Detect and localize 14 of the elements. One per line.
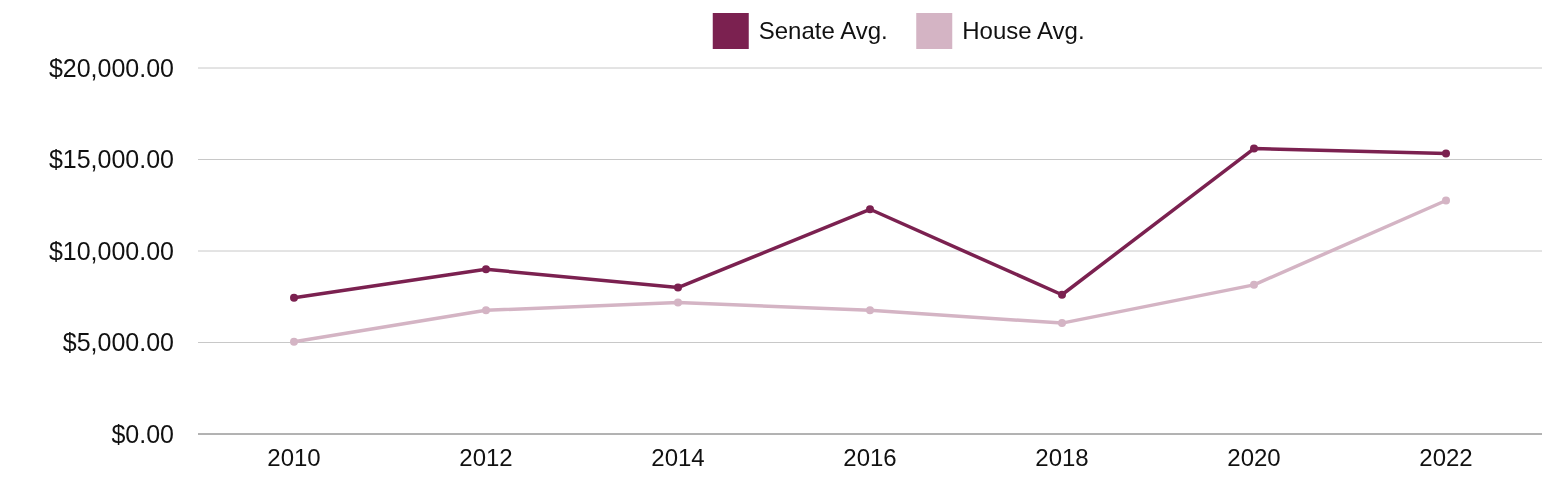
y-tick-label: $20,000.00 [48, 53, 174, 82]
x-tick-label: 2010 [267, 444, 321, 471]
x-tick-label: 2020 [1227, 444, 1281, 471]
y-tick-label: $10,000.00 [48, 236, 174, 265]
x-tick-label: 2014 [651, 444, 705, 471]
y-tick-label: $0.00 [111, 419, 174, 448]
legend-label: House Avg. [962, 17, 1085, 44]
x-tick-label: 2022 [1419, 444, 1473, 471]
legend-label: Senate Avg. [758, 17, 888, 44]
x-tick-label: 2018 [1035, 444, 1089, 471]
y-tick-label: $5,000.00 [62, 328, 174, 357]
y-tick-label: $15,000.00 [48, 145, 174, 174]
x-tick-label: 2012 [459, 444, 513, 471]
x-tick-label: 2016 [843, 444, 897, 471]
